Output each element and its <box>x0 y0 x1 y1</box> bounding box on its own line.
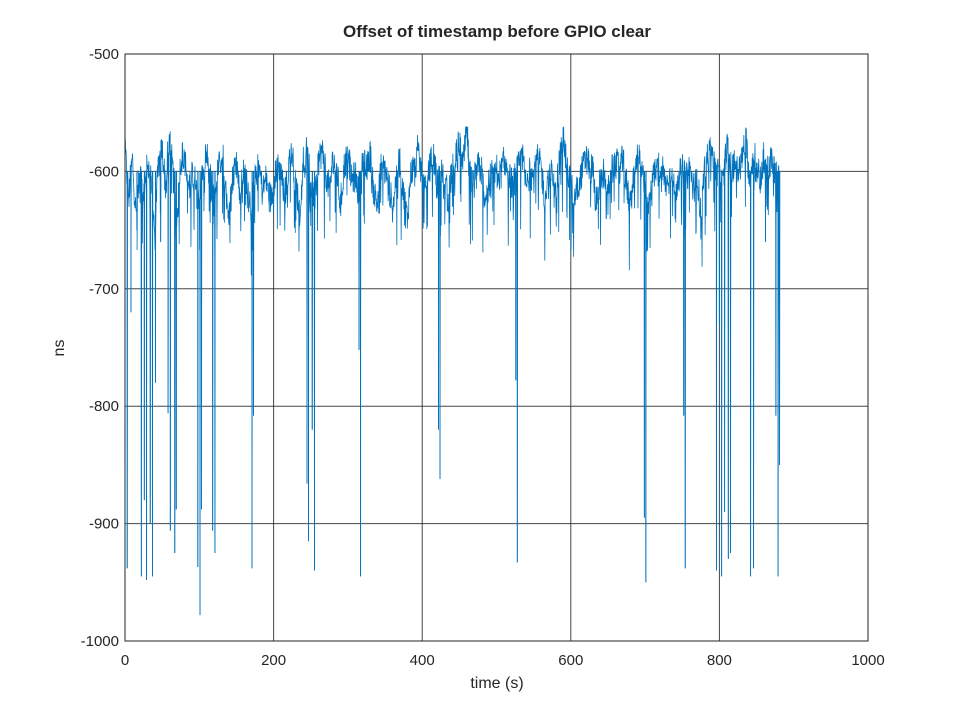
x-axis-label: time (s) <box>470 675 523 692</box>
x-tick-label: 0 <box>121 652 129 669</box>
y-tick-label: -900 <box>89 516 119 533</box>
y-tick-label: -600 <box>89 163 119 180</box>
y-tick-label: -500 <box>89 46 119 63</box>
series-line <box>124 126 781 616</box>
chart-title: Offset of timestamp before GPIO clear <box>343 22 651 41</box>
y-tick-label: -700 <box>89 281 119 298</box>
x-tick-label: 1000 <box>851 652 884 669</box>
series-layer <box>124 126 781 616</box>
x-tick-label: 400 <box>410 652 435 669</box>
y-tick-label: -1000 <box>81 633 119 650</box>
tick-labels: 0 200 400 600 800 1000 -1000 -900 -800 -700 -600 -5… <box>81 46 885 669</box>
x-tick-label: 600 <box>558 652 583 669</box>
x-tick-label: 800 <box>707 652 732 669</box>
plot-frame <box>124 53 869 642</box>
y-axis-label: ns <box>51 340 68 357</box>
x-tick-label: 200 <box>261 652 286 669</box>
y-tick-label: -800 <box>89 398 119 415</box>
